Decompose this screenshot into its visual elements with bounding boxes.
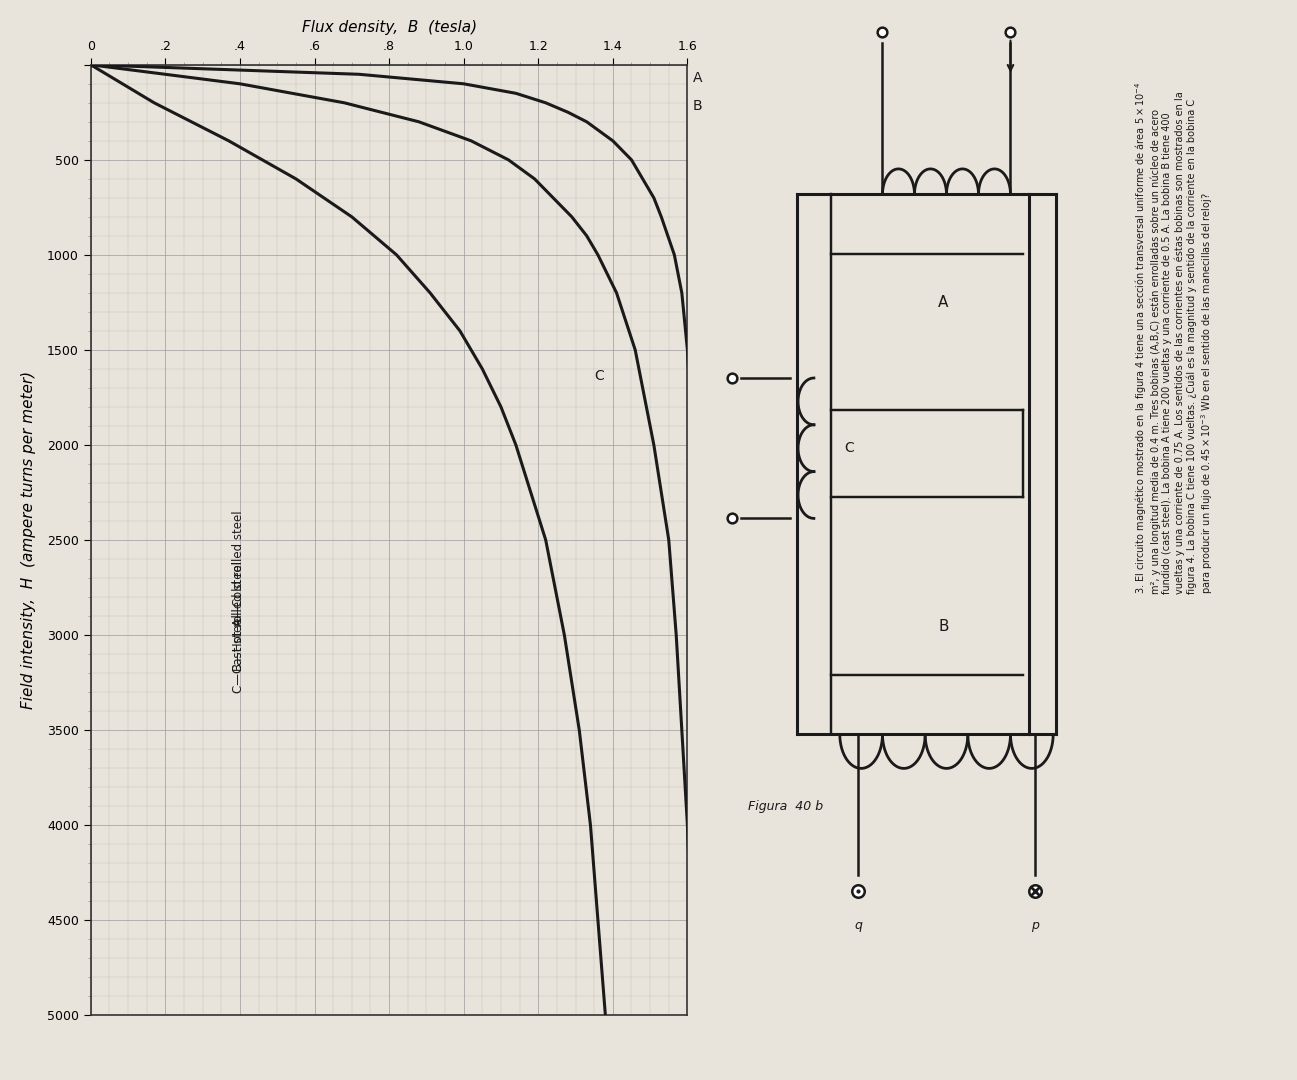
Text: C—Cast steel: C—Cast steel — [232, 615, 245, 693]
Text: C: C — [594, 369, 604, 383]
Text: A: A — [693, 70, 703, 84]
X-axis label: Flux density,  B  (tesla): Flux density, B (tesla) — [301, 19, 477, 35]
Text: 3. El circuito magnético mostrado en la figura 4 tiene una sección transversal u: 3. El circuito magnético mostrado en la … — [1132, 82, 1215, 594]
Text: A: A — [938, 295, 948, 310]
Text: q: q — [855, 919, 863, 932]
Text: p: p — [1031, 919, 1039, 932]
Text: B: B — [938, 619, 948, 634]
Text: A—Cold rolled steel: A—Cold rolled steel — [232, 511, 245, 626]
Text: B—Hot rolled steel: B—Hot rolled steel — [232, 561, 245, 671]
Text: C: C — [844, 442, 855, 455]
Text: Figura  40 b: Figura 40 b — [748, 800, 824, 813]
Text: B: B — [693, 99, 703, 113]
Y-axis label: Field intensity,  H  (ampere turns per meter): Field intensity, H (ampere turns per met… — [21, 370, 36, 710]
